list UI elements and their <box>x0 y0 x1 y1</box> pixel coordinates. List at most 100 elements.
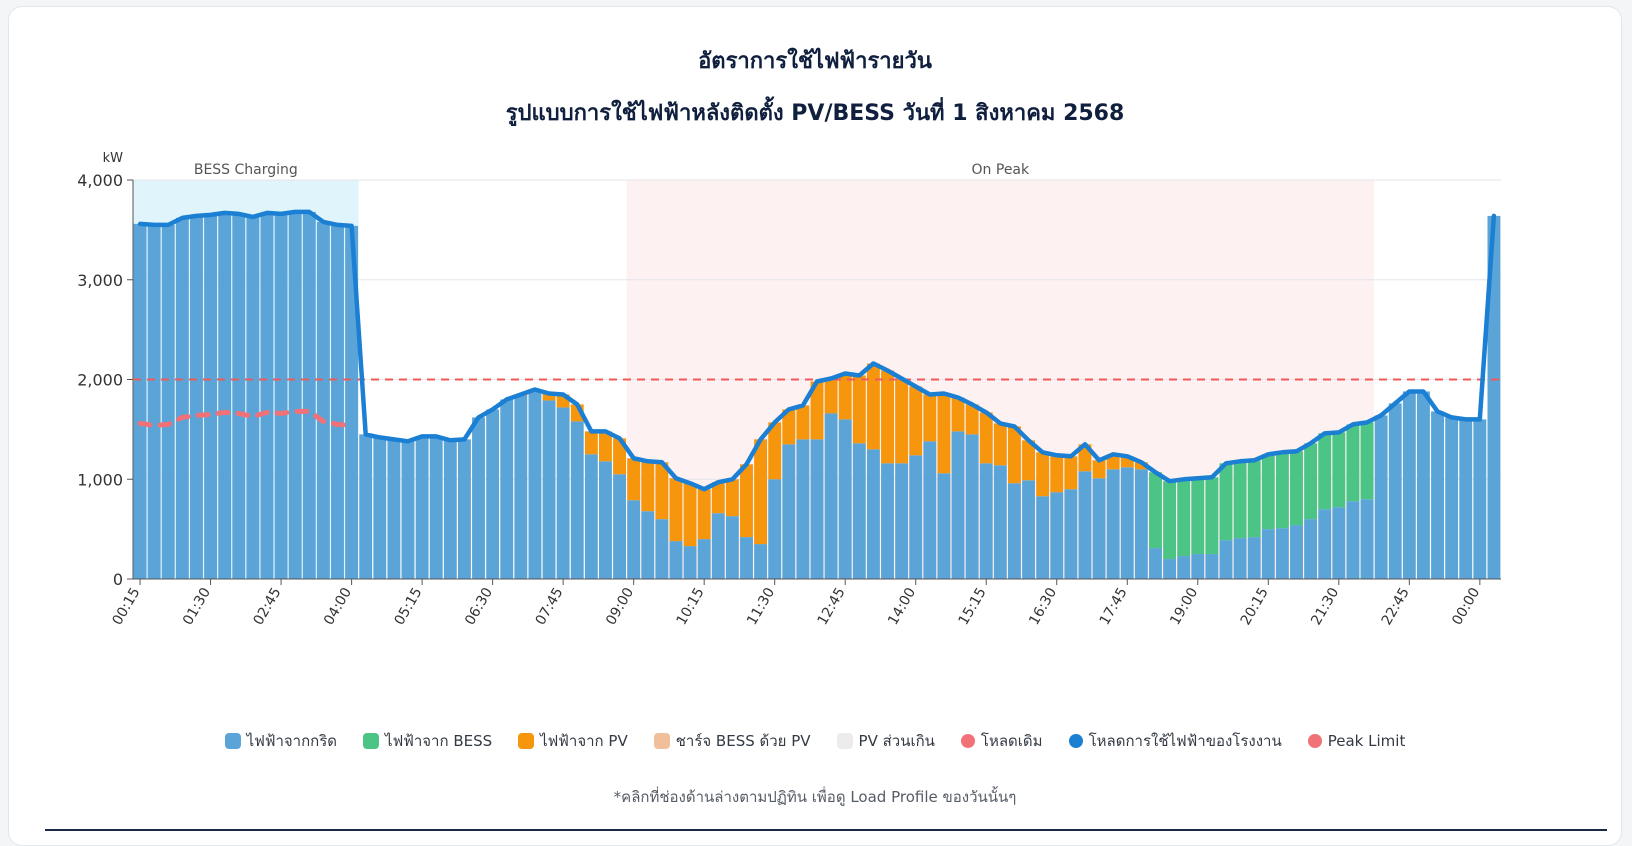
bar-0-50 <box>838 419 852 579</box>
bar-0-55 <box>909 455 923 579</box>
legend-item-6[interactable]: โหลดการใช้ไฟฟ้าของโรงงาน <box>1068 729 1282 753</box>
chart-subtitle: รูปแบบการใช้ไฟฟ้าหลังติดตั้ง PV/BESS วัน… <box>505 101 1125 126</box>
legend-label: ไฟฟ้าจากกริด <box>246 732 338 750</box>
legend-label: ชาร์จ BESS ด้วย PV <box>675 732 811 750</box>
bar-2-32 <box>584 431 598 455</box>
legend-swatch <box>518 733 535 749</box>
bar-2-52 <box>866 363 880 450</box>
bar-2-53 <box>881 370 894 464</box>
series-line-1 <box>137 209 1497 492</box>
bar-0-76 <box>1205 554 1219 579</box>
bar-0-36 <box>641 511 655 579</box>
bar-0-7 <box>232 213 246 580</box>
chart-title: อัตราการใช้ไฟฟ้ารายวัน <box>698 49 932 74</box>
bar-2-55 <box>909 386 923 456</box>
x-tick-label: 19:00 <box>1167 585 1201 628</box>
bar-0-27 <box>514 395 528 579</box>
bar-0-90 <box>1402 391 1416 579</box>
bar-0-45 <box>768 479 782 579</box>
bar-0-85 <box>1332 507 1346 579</box>
bar-0-39 <box>683 546 697 579</box>
legend-swatch <box>653 733 670 749</box>
bar-2-43 <box>740 464 753 538</box>
y-tick-label: 2,000 <box>77 371 123 390</box>
x-tick-label: 05:15 <box>392 585 426 628</box>
bar-0-67 <box>1078 471 1092 579</box>
legend-item-5[interactable]: โหลดเดิม <box>960 729 1043 753</box>
bar-0-10 <box>274 213 288 580</box>
legend-item-0[interactable]: ไฟฟ้าจากกริด <box>224 729 338 753</box>
bar-0-63 <box>1022 480 1035 579</box>
bar-0-31 <box>570 421 584 579</box>
bar-0-32 <box>584 454 598 579</box>
legend-item-1[interactable]: ไฟฟ้าจาก BESS <box>363 729 492 753</box>
bar-2-71 <box>1134 462 1148 470</box>
bar-2-39 <box>683 483 697 547</box>
legend-swatch <box>836 733 853 749</box>
bar-0-80 <box>1261 529 1275 579</box>
bar-1-86 <box>1346 424 1360 502</box>
bar-2-33 <box>599 431 612 462</box>
x-tick-label: 14:00 <box>885 585 919 628</box>
bar-0-96 <box>1487 215 1501 579</box>
bar-1-87 <box>1360 422 1374 500</box>
bar-0-29 <box>542 400 556 579</box>
legend-item-2[interactable]: ไฟฟ้าจาก PV <box>518 729 628 753</box>
divider <box>45 829 1607 831</box>
bar-0-58 <box>951 431 965 579</box>
bar-0-73 <box>1163 559 1177 579</box>
bar-0-1 <box>147 224 161 579</box>
bar-1-73 <box>1163 481 1177 560</box>
bar-0-19 <box>401 441 415 579</box>
legend-item-7[interactable]: Peak Limit <box>1307 729 1405 753</box>
bar-2-61 <box>993 423 1007 466</box>
calendar-hint: *คลิกที่ช่องด้านล่างตามปฏิทิน เพื่อดู Lo… <box>613 788 1017 806</box>
bar-0-18 <box>387 439 401 579</box>
bar-0-51 <box>852 443 866 579</box>
bar-1-81 <box>1275 452 1289 529</box>
bar-0-78 <box>1233 538 1247 579</box>
bar-0-17 <box>373 437 387 579</box>
bar-0-5 <box>204 214 218 579</box>
bar-0-88 <box>1374 415 1388 579</box>
y-axis-unit: kW <box>103 151 124 166</box>
bar-0-65 <box>1050 492 1064 579</box>
series-line-0 <box>137 408 355 428</box>
bar-0-26 <box>500 399 514 579</box>
bar-2-38 <box>669 478 683 542</box>
bar-2-48 <box>810 381 824 440</box>
legend-item-4[interactable]: PV ส่วนเกิน <box>836 729 935 753</box>
bar-0-30 <box>556 407 570 579</box>
load-profile-chart[interactable]: BESS Charging On Peak 0 1,000 2,000 3,000 4,00… <box>9 7 1623 667</box>
bar-0-47 <box>796 439 810 579</box>
legend-item-3[interactable]: ชาร์จ BESS ด้วย PV <box>653 729 811 753</box>
band-label: On Peak <box>972 162 1030 178</box>
y-tick-label: 4,000 <box>77 171 123 190</box>
bar-1-72 <box>1149 472 1162 549</box>
bar-2-35 <box>627 458 641 501</box>
bar-0-37 <box>655 519 669 579</box>
x-tick-label: 22:45 <box>1379 585 1413 628</box>
bar-0-16 <box>359 434 373 579</box>
bar-0-40 <box>697 539 711 579</box>
y-tick-label: 0 <box>113 570 123 589</box>
bar-0-52 <box>866 449 880 579</box>
bar-2-41 <box>711 482 725 514</box>
bar-0-38 <box>669 541 683 579</box>
bar-2-46 <box>782 409 796 445</box>
legend-label: PV ส่วนเกิน <box>858 732 935 750</box>
bar-0-57 <box>937 473 951 579</box>
bar-0-83 <box>1304 519 1318 579</box>
bar-0-28 <box>528 391 542 579</box>
bar-2-50 <box>838 373 852 420</box>
bar-0-42 <box>725 516 739 579</box>
bar-0-61 <box>993 465 1007 579</box>
bar-2-54 <box>895 378 909 464</box>
bar-0-75 <box>1191 554 1205 579</box>
x-tick-label: 20:15 <box>1238 585 1272 628</box>
bar-1-79 <box>1247 460 1261 538</box>
x-tick-label: 01:30 <box>180 585 214 628</box>
bar-0-66 <box>1064 489 1078 579</box>
bar-0-15 <box>345 225 359 579</box>
bar-0-95 <box>1473 419 1487 579</box>
